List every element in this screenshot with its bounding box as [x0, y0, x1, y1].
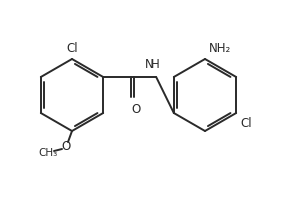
Text: O: O — [61, 140, 71, 153]
Text: Cl: Cl — [240, 117, 252, 130]
Text: Cl: Cl — [66, 42, 78, 55]
Text: H: H — [151, 58, 159, 71]
Text: O: O — [132, 103, 141, 116]
Text: N: N — [145, 58, 154, 71]
Text: NH₂: NH₂ — [209, 42, 231, 55]
Text: CH₃: CH₃ — [38, 148, 58, 158]
